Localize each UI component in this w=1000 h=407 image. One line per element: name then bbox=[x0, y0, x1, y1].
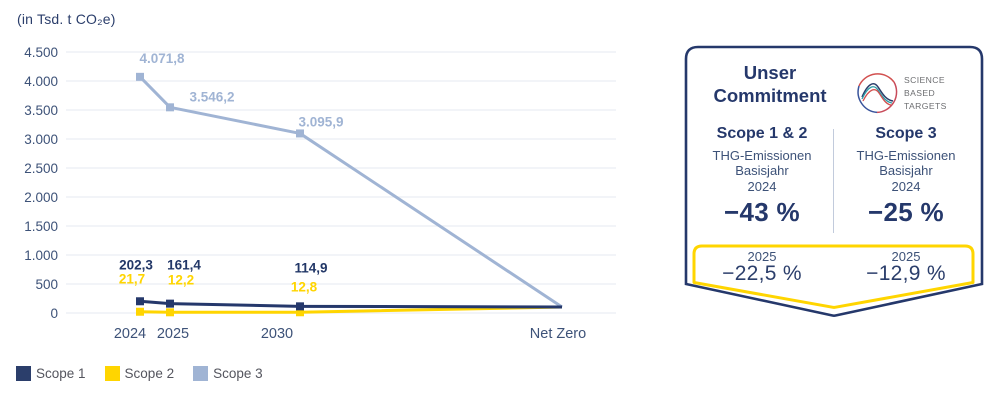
data-point-marker bbox=[166, 103, 174, 112]
y-axis-tick-label: 1.000 bbox=[24, 248, 58, 263]
y-axis-tick-label: 3.000 bbox=[24, 132, 58, 147]
data-point-marker bbox=[136, 72, 144, 81]
y-axis-tick-label: 1.500 bbox=[24, 219, 58, 234]
y-axis-tick-label: 500 bbox=[35, 277, 58, 292]
y-axis-tick-label: 3.500 bbox=[24, 103, 58, 118]
badge-scope12-target-year: 2025 bbox=[747, 249, 777, 264]
data-point-marker bbox=[166, 299, 174, 308]
badge-scope3-target-year: 2025 bbox=[891, 249, 921, 264]
badge-outer-border bbox=[684, 45, 984, 317]
data-point-label: 3.095,9 bbox=[298, 114, 343, 129]
badge-scope3-desc-line3: 2024 bbox=[891, 178, 921, 194]
x-axis-tick-label: 2024 bbox=[114, 326, 146, 342]
badge-scope12-desc-line2: Basisjahr bbox=[735, 163, 789, 179]
emissions-line-chart: 4.500 4.000 3.500 3.000 2.500 2.000 1.500 1.000… bbox=[24, 45, 616, 342]
data-point-label: 12,2 bbox=[168, 272, 194, 287]
sbt-logo-text-line2: BASED bbox=[904, 88, 936, 98]
legend-label-scope3: Scope 3 bbox=[213, 366, 263, 381]
sbt-logo-text-line1: SCIENCE bbox=[904, 75, 946, 85]
data-point-label: 21,7 bbox=[119, 272, 145, 287]
legend-item-scope1: Scope 1 bbox=[16, 366, 86, 381]
badge-scope12-reduction-value: −43 % bbox=[724, 197, 800, 227]
data-point-label: 4.071,8 bbox=[139, 51, 185, 66]
scope1-swatch bbox=[16, 366, 31, 381]
sbt-logo-text-line3: TARGETS bbox=[904, 101, 947, 111]
badge-scope3-target-value: −12,9 % bbox=[866, 262, 946, 285]
badge-scope12-target-value: −22,5 % bbox=[722, 262, 802, 285]
y-axis-tick-label: 2.000 bbox=[24, 190, 58, 205]
legend-item-scope2: Scope 2 bbox=[104, 366, 175, 381]
badge-scope3-reduction-value: −25 % bbox=[868, 197, 944, 227]
data-point-label: 12,8 bbox=[291, 279, 318, 294]
scope2-swatch bbox=[104, 366, 120, 381]
badge-scope12-description: THG-Emissionen Basisjahr 2024 bbox=[689, 148, 835, 194]
data-point-marker bbox=[136, 297, 144, 306]
legend-label-scope2: Scope 2 bbox=[124, 366, 175, 381]
data-point-marker bbox=[136, 307, 144, 316]
data-point-marker bbox=[296, 129, 304, 138]
data-point-label: 161,4 bbox=[167, 258, 201, 273]
y-axis-tick-label: 0 bbox=[50, 306, 58, 321]
chart-legend: Scope 1 Scope 2 Scope 3 bbox=[16, 366, 282, 381]
chart-unit-label: (in Tsd. t CO₂e) bbox=[17, 11, 116, 27]
badge-scope12-desc-line3: 2024 bbox=[747, 178, 777, 194]
data-point-label: 3.546,2 bbox=[189, 89, 234, 104]
y-axis-tick-label: 4.000 bbox=[24, 74, 58, 89]
science-based-targets-logo: SCIENCE BASED TARGETS bbox=[854, 69, 976, 115]
commitment-badge: Unser Commitment SCIENCE BASED TARGETS S… bbox=[684, 45, 984, 323]
data-point-marker bbox=[296, 308, 304, 317]
badge-scope3-header: Scope 3 bbox=[875, 125, 937, 142]
badge-scope3-description: THG-Emissionen Basisjahr 2024 bbox=[833, 148, 979, 194]
y-axis-tick-label: 4.500 bbox=[24, 45, 58, 60]
data-point-label: 114,9 bbox=[294, 260, 327, 275]
data-point-label: 202,3 bbox=[119, 257, 153, 272]
sbt-logo-icon bbox=[857, 73, 898, 114]
legend-label-scope1: Scope 1 bbox=[36, 366, 86, 381]
badge-target-highlight-border bbox=[692, 244, 975, 309]
badge-scope3-desc-line2: Basisjahr bbox=[879, 163, 933, 179]
badge-scope12-desc-line1: THG-Emissionen bbox=[712, 148, 812, 163]
badge-frame bbox=[684, 45, 984, 317]
y-axis-tick-label: 2.500 bbox=[24, 161, 58, 176]
data-point-marker bbox=[296, 302, 304, 311]
series-line-scope2 bbox=[139, 305, 563, 314]
legend-item-scope3: Scope 3 bbox=[193, 366, 263, 381]
badge-scope12-header: Scope 1 & 2 bbox=[716, 125, 808, 142]
badge-scope3-desc-line1: THG-Emissionen bbox=[856, 148, 956, 163]
badge-title: Unser Commitment bbox=[713, 62, 827, 107]
badge-column-divider bbox=[833, 129, 834, 233]
scope3-swatch bbox=[193, 366, 209, 381]
series-line-scope1 bbox=[139, 299, 563, 309]
x-axis-tick-label: 2030 bbox=[261, 326, 293, 342]
x-axis-tick-label: Net Zero bbox=[530, 326, 586, 342]
series-line-scope3 bbox=[138, 75, 563, 309]
x-axis-tick-label: 2025 bbox=[157, 326, 189, 342]
data-point-marker bbox=[166, 308, 174, 317]
